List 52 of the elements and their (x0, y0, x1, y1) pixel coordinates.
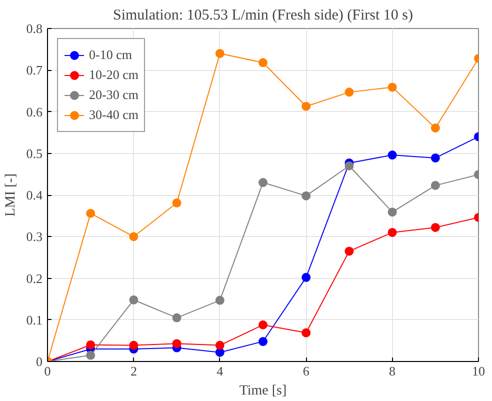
y-axis-title: LMI [-] (3, 173, 18, 217)
x-tick-label: 2 (130, 364, 137, 378)
point (215, 48, 224, 58)
y-tick-label: 0.3 (26, 229, 42, 244)
legend-label: 10-20 cm (89, 67, 138, 83)
point (388, 228, 397, 237)
point (302, 272, 311, 282)
point (430, 180, 440, 190)
point (86, 208, 96, 218)
point (258, 337, 268, 346)
point (430, 153, 440, 162)
x-tick-label: 4 (216, 364, 224, 378)
point (302, 102, 311, 111)
point (258, 320, 268, 330)
legend-label: 20-30 cm (89, 87, 138, 103)
point (86, 350, 96, 360)
point (86, 340, 96, 350)
point (388, 208, 397, 217)
legend-label: 0-10 cm (89, 47, 132, 63)
x-axis-title: Time [s] (239, 384, 287, 398)
point (430, 222, 440, 232)
y-tick-label: 0.4 (26, 188, 43, 202)
y-tick-label: 0.2 (26, 270, 42, 286)
legend-label: 30-40 cm (89, 107, 138, 123)
y-tick-label: 0 (36, 354, 42, 369)
y-tick-label: 0.8 (26, 21, 42, 36)
point (344, 88, 354, 97)
point (388, 150, 397, 160)
point (344, 161, 354, 170)
y-tick-label: 0.7 (26, 62, 43, 78)
point (172, 313, 182, 322)
x-tick-label: 6 (302, 364, 310, 378)
point (215, 296, 224, 305)
point (388, 82, 397, 92)
point (344, 246, 354, 256)
point (215, 340, 224, 350)
point (258, 58, 268, 68)
y-tick-label: 0.6 (26, 104, 43, 120)
x-tick-label: 8 (389, 364, 396, 378)
point (172, 198, 182, 208)
point (430, 123, 440, 132)
point (172, 339, 182, 348)
point (129, 232, 138, 242)
point (302, 191, 311, 200)
point (129, 295, 138, 304)
y-tick-label: 0.5 (26, 146, 42, 161)
point (302, 328, 311, 338)
point (129, 340, 138, 350)
chart-title: Simulation: 105.53 L/min (Fresh side) (First 10 s) (113, 8, 414, 24)
y-tick-label: 0.1 (26, 312, 42, 328)
x-tick-label: 10 (472, 364, 485, 378)
point (258, 178, 268, 188)
